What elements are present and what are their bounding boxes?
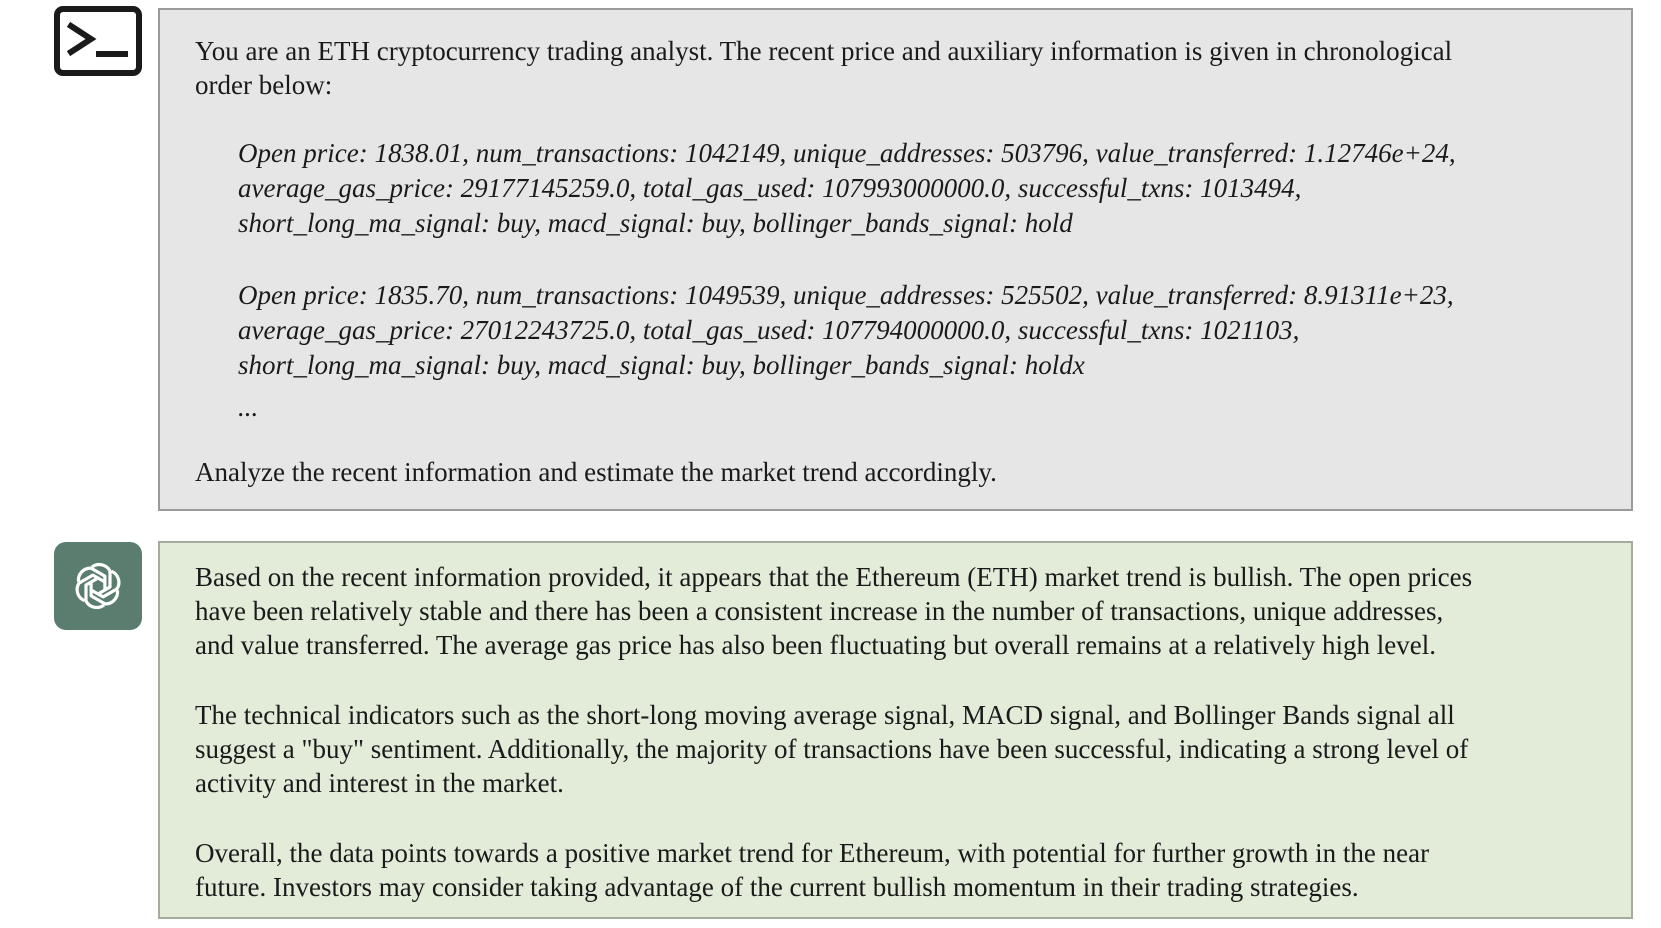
data-entry-line: short_long_ma_signal: buy, macd_signal: … — [238, 350, 1085, 380]
reply-line: activity and interest in the market. — [195, 768, 564, 798]
data-entry-line: short_long_ma_signal: buy, macd_signal: … — [238, 208, 1073, 238]
prompt-instruction: Analyze the recent information and estim… — [195, 457, 997, 487]
prompt-intro-line: You are an ETH cryptocurrency trading an… — [195, 36, 1453, 66]
reply-paragraph: Based on the recent information provided… — [195, 560, 1603, 662]
user-prompt-bubble: You are an ETH cryptocurrency trading an… — [158, 8, 1633, 511]
reply-line: and value transferred. The average gas p… — [195, 630, 1436, 660]
openai-logo-icon — [54, 542, 142, 630]
prompt-intro: You are an ETH cryptocurrency trading an… — [195, 34, 1601, 102]
data-entry-line: average_gas_price: 29177145259.0, total_… — [238, 173, 1302, 203]
reply-line: The technical indicators such as the sho… — [195, 700, 1455, 730]
reply-line: Overall, the data points towards a posit… — [195, 838, 1430, 868]
reply-paragraph: The technical indicators such as the sho… — [195, 698, 1603, 800]
prompt-intro-line: order below: — [195, 70, 333, 100]
data-entry-line: average_gas_price: 27012243725.0, total_… — [238, 315, 1300, 345]
reply-line: Based on the recent information provided… — [195, 562, 1473, 592]
reply-line: suggest a "buy" sentiment. Additionally,… — [195, 734, 1469, 764]
reply-line: future. Investors may consider taking ad… — [195, 872, 1359, 902]
reply-line: have been relatively stable and there ha… — [195, 596, 1444, 626]
reply-paragraph: Overall, the data points towards a posit… — [195, 836, 1603, 904]
terminal-prompt-icon — [54, 6, 142, 94]
data-entry-line: Open price: 1835.70, num_transactions: 1… — [238, 280, 1454, 310]
data-entry-line: Open price: 1838.01, num_transactions: 1… — [238, 138, 1456, 168]
data-entry: Open price: 1835.70, num_transactions: 1… — [238, 278, 1611, 383]
assistant-reply-bubble: Based on the recent information provided… — [158, 541, 1633, 919]
data-entry: Open price: 1838.01, num_transactions: 1… — [238, 136, 1611, 241]
entries-ellipsis: ... — [238, 392, 259, 422]
